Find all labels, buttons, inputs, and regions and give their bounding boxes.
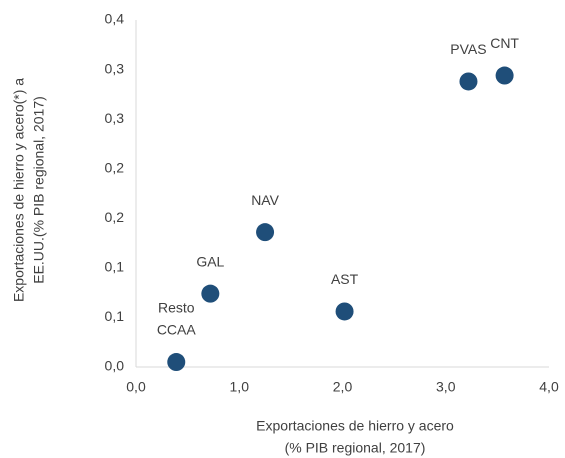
x-tick-label: 2,0: [333, 379, 353, 395]
point-label: PVAS: [450, 41, 486, 57]
y-tick-label: 0,2: [105, 209, 125, 225]
y-tick-label: 0,3: [105, 110, 125, 126]
y-tick-label: 0,3: [105, 60, 125, 76]
point-label: AST: [331, 271, 359, 287]
point-label: Resto: [158, 300, 195, 316]
point-label: CCAA: [157, 322, 197, 338]
y-tick-label: 0,4: [105, 11, 125, 27]
point: [335, 302, 354, 321]
point-label: CNT: [490, 35, 519, 51]
y-tick-label: 0,0: [105, 358, 125, 374]
point: [167, 353, 186, 372]
y-axis-label: Exportaciones de hierro y acero(*) a: [11, 78, 27, 302]
point: [459, 72, 478, 91]
point-label: NAV: [251, 192, 279, 208]
point: [201, 284, 220, 303]
y-axis-label: EE.UU.(% PIB regional, 2017): [31, 96, 47, 284]
x-axis-label: (% PIB regional, 2017): [285, 440, 426, 456]
y-tick-label: 0,1: [105, 308, 125, 324]
point-label: GAL: [196, 253, 224, 269]
x-axis-label: Exportaciones de hierro y acero: [256, 418, 454, 434]
x-tick-label: 4,0: [539, 379, 559, 395]
x-tick-label: 0,0: [126, 379, 146, 395]
y-tick-label: 0,2: [105, 159, 125, 175]
x-tick-label: 3,0: [436, 379, 456, 395]
x-tick-label: 1,0: [230, 379, 250, 395]
point: [495, 66, 514, 85]
y-tick-label: 0,1: [105, 259, 125, 275]
point: [256, 223, 275, 242]
